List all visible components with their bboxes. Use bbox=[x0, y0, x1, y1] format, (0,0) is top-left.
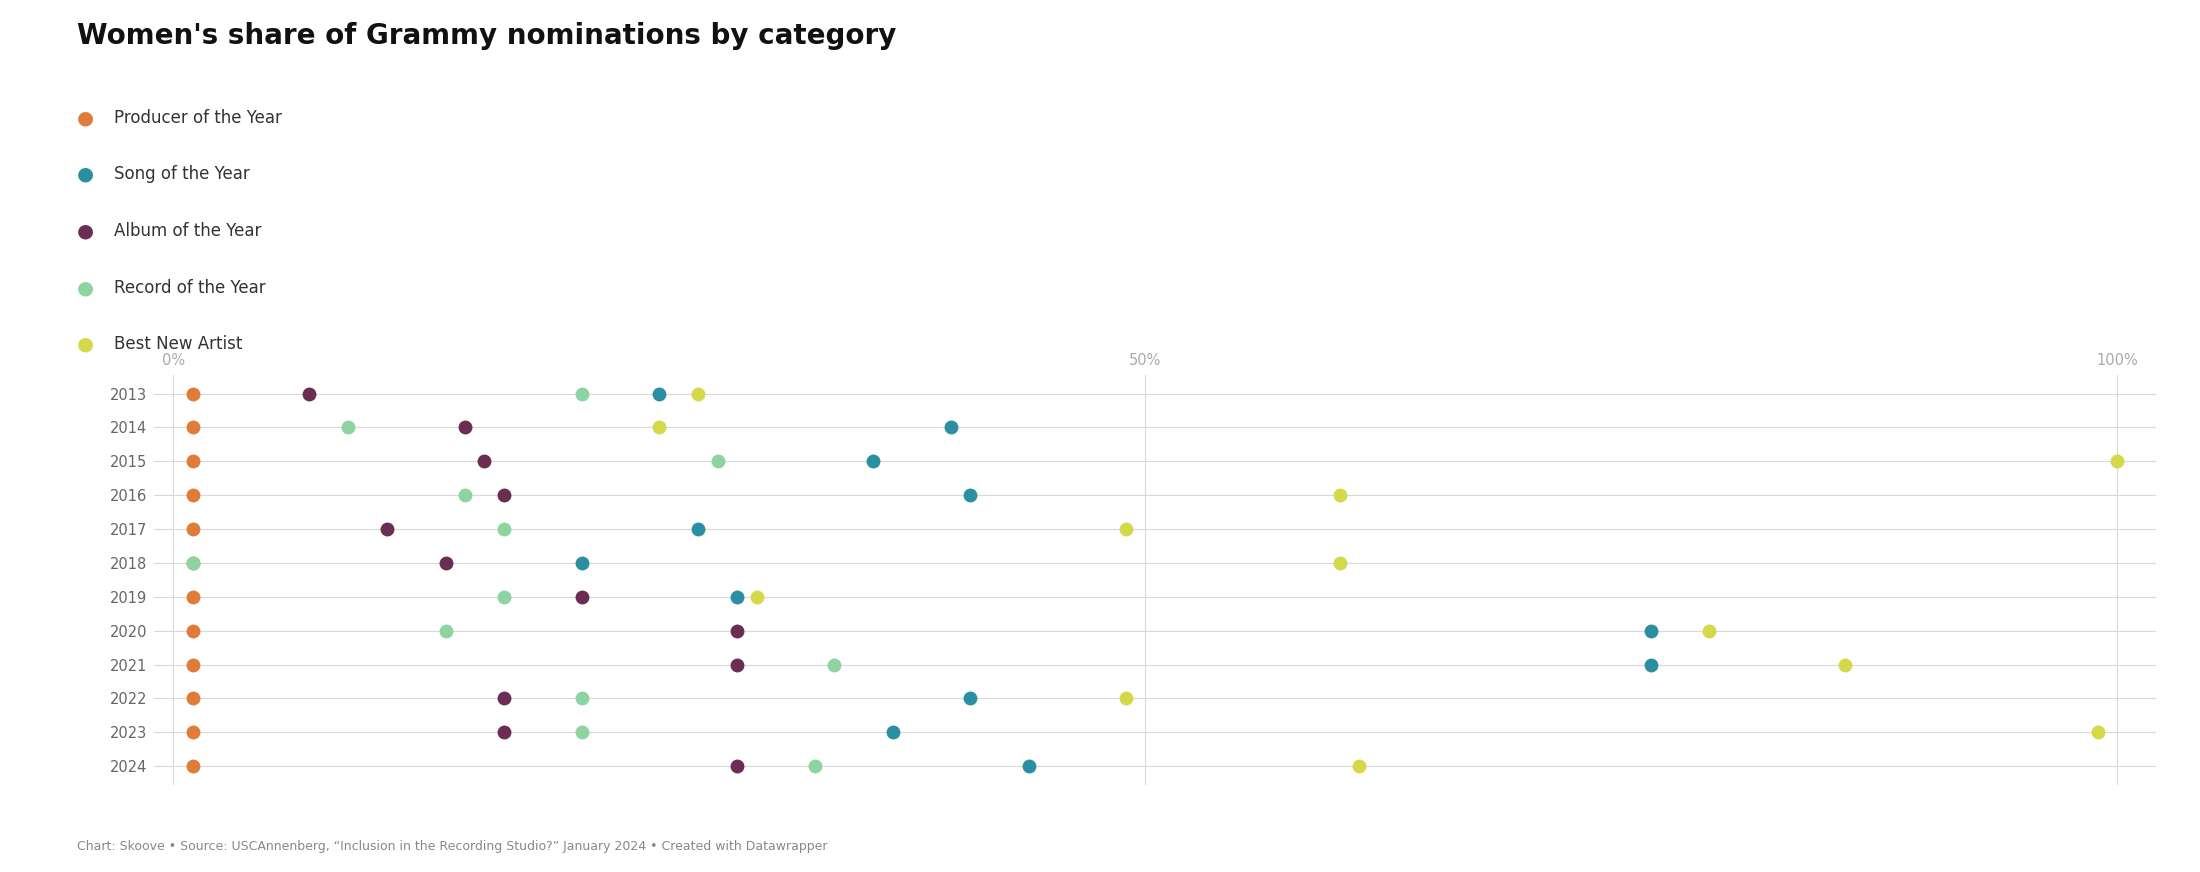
Point bbox=[176, 522, 211, 536]
Text: ●: ● bbox=[77, 335, 95, 354]
Point bbox=[176, 386, 211, 400]
Point bbox=[1632, 623, 1668, 637]
Point bbox=[700, 454, 735, 468]
Text: Chart: Skoove • Source: USCAnnenberg, “Inclusion in the Recording Studio?” Janua: Chart: Skoove • Source: USCAnnenberg, “I… bbox=[77, 840, 827, 853]
Point bbox=[466, 454, 502, 468]
Text: Producer of the Year: Producer of the Year bbox=[114, 109, 282, 126]
Text: Best New Artist: Best New Artist bbox=[114, 336, 242, 353]
Text: ●: ● bbox=[77, 221, 95, 241]
Point bbox=[176, 726, 211, 739]
Point bbox=[953, 488, 988, 502]
Point bbox=[1012, 760, 1047, 773]
Point bbox=[293, 386, 328, 400]
Text: Song of the Year: Song of the Year bbox=[114, 166, 251, 183]
Point bbox=[429, 623, 464, 637]
Point bbox=[447, 420, 482, 434]
Point bbox=[176, 623, 211, 637]
Point bbox=[486, 522, 521, 536]
Point bbox=[2099, 454, 2134, 468]
Point bbox=[816, 657, 851, 671]
Point bbox=[1109, 522, 1144, 536]
Point bbox=[176, 420, 211, 434]
Point bbox=[176, 760, 211, 773]
Point bbox=[876, 726, 911, 739]
Point bbox=[176, 589, 211, 603]
Text: Record of the Year: Record of the Year bbox=[114, 279, 266, 296]
Point bbox=[719, 589, 755, 603]
Point bbox=[642, 386, 678, 400]
Point bbox=[2079, 726, 2114, 739]
Point bbox=[486, 488, 521, 502]
Point bbox=[680, 386, 715, 400]
Point bbox=[1322, 488, 1357, 502]
Point bbox=[563, 726, 598, 739]
Point bbox=[719, 760, 755, 773]
Point bbox=[370, 522, 405, 536]
Point bbox=[856, 454, 891, 468]
Point bbox=[933, 420, 968, 434]
Point bbox=[429, 556, 464, 570]
Point bbox=[563, 691, 598, 705]
Text: ●: ● bbox=[77, 278, 95, 297]
Point bbox=[1632, 657, 1668, 671]
Point bbox=[1828, 657, 1863, 671]
Point bbox=[739, 589, 774, 603]
Point bbox=[447, 488, 482, 502]
Point bbox=[953, 691, 988, 705]
Text: Women's share of Grammy nominations by category: Women's share of Grammy nominations by c… bbox=[77, 22, 895, 50]
Point bbox=[330, 420, 365, 434]
Point bbox=[1692, 623, 1727, 637]
Point bbox=[176, 556, 211, 570]
Point bbox=[719, 657, 755, 671]
Point bbox=[1322, 556, 1357, 570]
Point bbox=[719, 623, 755, 637]
Point bbox=[563, 556, 598, 570]
Point bbox=[486, 691, 521, 705]
Text: ●: ● bbox=[77, 165, 95, 184]
Point bbox=[1342, 760, 1377, 773]
Point bbox=[486, 589, 521, 603]
Point bbox=[796, 760, 832, 773]
Point bbox=[176, 657, 211, 671]
Point bbox=[1109, 691, 1144, 705]
Point bbox=[563, 589, 598, 603]
Text: Album of the Year: Album of the Year bbox=[114, 222, 262, 240]
Point bbox=[642, 420, 678, 434]
Point bbox=[176, 691, 211, 705]
Point bbox=[176, 556, 211, 570]
Point bbox=[176, 488, 211, 502]
Text: ●: ● bbox=[77, 108, 95, 127]
Point bbox=[176, 454, 211, 468]
Point bbox=[563, 386, 598, 400]
Point bbox=[680, 522, 715, 536]
Point bbox=[486, 726, 521, 739]
